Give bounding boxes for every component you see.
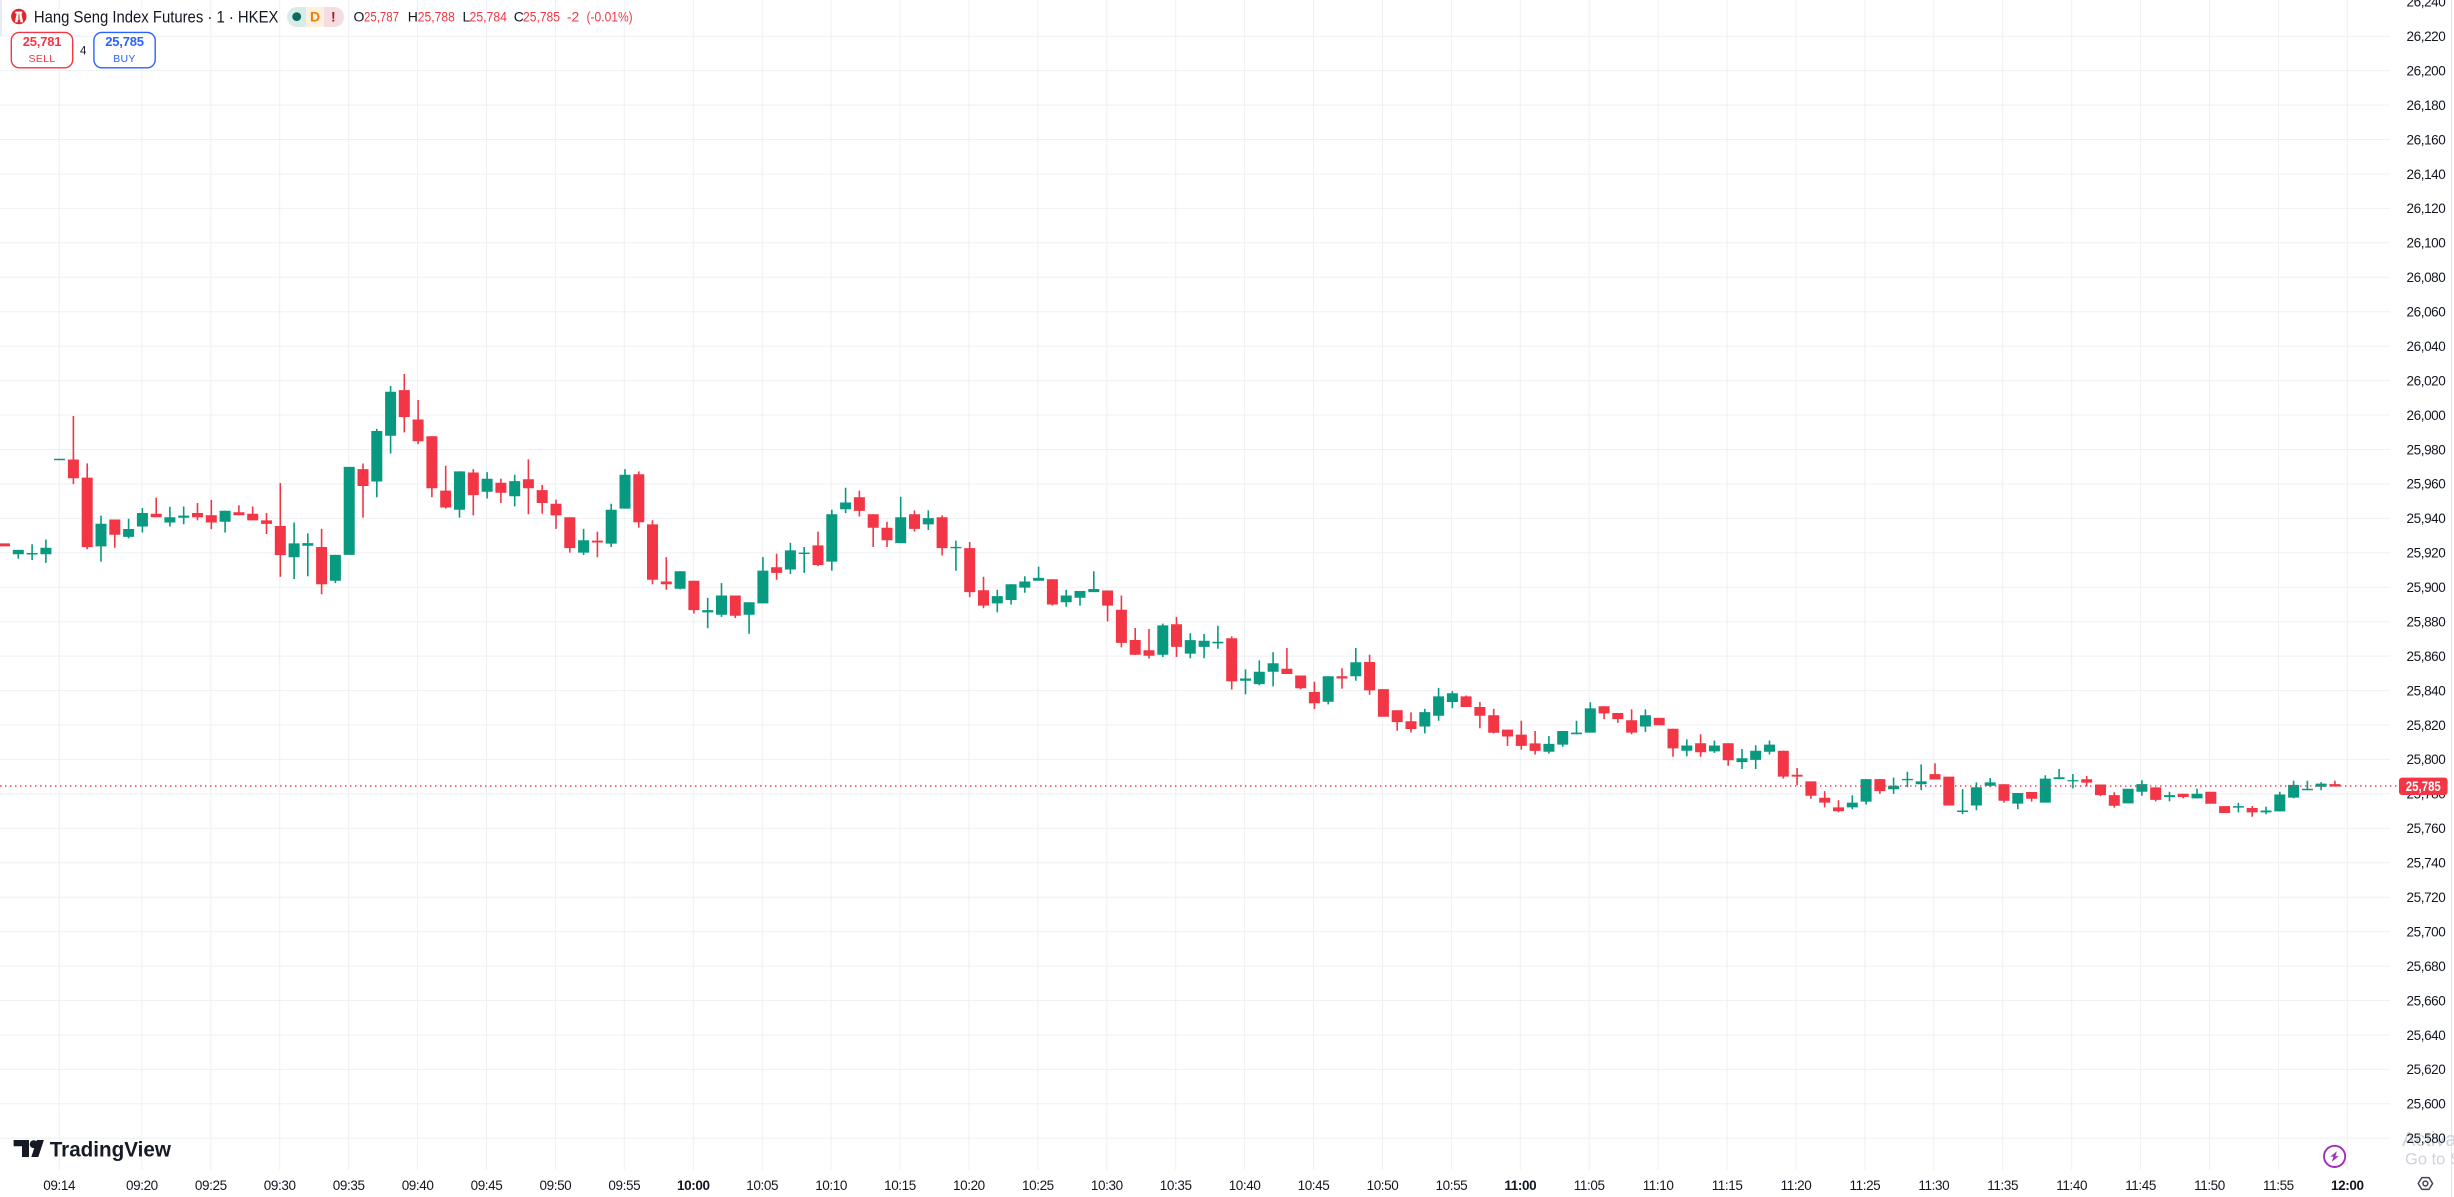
svg-text:L: L [463, 9, 471, 25]
svg-text:26,240: 26,240 [2407, 0, 2446, 10]
svg-text:25,600: 25,600 [2407, 1097, 2446, 1112]
svg-text:11:45: 11:45 [2125, 1178, 2156, 1193]
svg-text:25,820: 25,820 [2407, 718, 2446, 733]
svg-text:26,020: 26,020 [2407, 373, 2446, 388]
svg-text:26,120: 26,120 [2407, 201, 2446, 216]
svg-text:25,620: 25,620 [2407, 1062, 2446, 1077]
svg-text:10:45: 10:45 [1298, 1178, 1330, 1193]
svg-text:25,781: 25,781 [23, 34, 62, 49]
svg-text:11:50: 11:50 [2194, 1178, 2225, 1193]
svg-text:26,160: 26,160 [2407, 132, 2446, 147]
svg-text:26,220: 26,220 [2407, 29, 2446, 44]
svg-text:26,000: 26,000 [2407, 408, 2446, 423]
svg-text:26,200: 26,200 [2407, 63, 2446, 78]
svg-text:26,080: 26,080 [2407, 270, 2446, 285]
svg-text:(-0.01%): (-0.01%) [587, 9, 633, 25]
svg-text:25,785: 25,785 [2406, 779, 2441, 794]
svg-text:26,100: 26,100 [2407, 236, 2446, 251]
svg-text:09:20: 09:20 [126, 1178, 158, 1193]
svg-text:BUY: BUY [113, 53, 136, 65]
svg-text:25,900: 25,900 [2407, 580, 2446, 595]
svg-text:25,740: 25,740 [2407, 856, 2446, 871]
svg-text:10:50: 10:50 [1367, 1178, 1399, 1193]
svg-text:25,920: 25,920 [2407, 546, 2446, 561]
svg-text:25,840: 25,840 [2407, 683, 2446, 698]
svg-text:25,580: 25,580 [2407, 1131, 2446, 1146]
svg-text:09:50: 09:50 [540, 1178, 572, 1193]
svg-text:25,700: 25,700 [2407, 924, 2446, 939]
svg-text:25,680: 25,680 [2407, 959, 2446, 974]
svg-text:25,785: 25,785 [523, 9, 560, 25]
svg-text:D: D [310, 9, 320, 25]
svg-text:10:40: 10:40 [1229, 1178, 1261, 1193]
svg-text:25,760: 25,760 [2407, 821, 2446, 836]
svg-text:Hang Seng Index Futures · 1 ·: Hang Seng Index Futures · 1 · HKEX [34, 8, 279, 26]
svg-text:25,784: 25,784 [470, 9, 508, 25]
svg-text:09:40: 09:40 [402, 1178, 434, 1193]
svg-text:10:30: 10:30 [1091, 1178, 1123, 1193]
svg-text:11:35: 11:35 [1987, 1178, 2018, 1193]
svg-text:25,800: 25,800 [2407, 752, 2446, 767]
svg-text:!: ! [331, 9, 336, 25]
svg-text:25,660: 25,660 [2407, 993, 2446, 1008]
svg-text:09:35: 09:35 [333, 1178, 365, 1193]
svg-text:-2: -2 [567, 9, 580, 25]
svg-text:11:20: 11:20 [1781, 1178, 1812, 1193]
svg-text:SELL: SELL [29, 53, 56, 65]
svg-text:25,640: 25,640 [2407, 1028, 2446, 1043]
svg-text:26,040: 26,040 [2407, 339, 2446, 354]
svg-text:26,060: 26,060 [2407, 305, 2446, 320]
svg-text:11:55: 11:55 [2263, 1178, 2294, 1193]
svg-text:25,940: 25,940 [2407, 511, 2446, 526]
svg-text:O: O [354, 9, 365, 25]
svg-text:25,860: 25,860 [2407, 649, 2446, 664]
svg-text:26,140: 26,140 [2407, 167, 2446, 182]
svg-text:11:25: 11:25 [1850, 1178, 1881, 1193]
svg-text:10:35: 10:35 [1160, 1178, 1192, 1193]
svg-text:09:55: 09:55 [608, 1178, 640, 1193]
svg-text:4: 4 [80, 45, 87, 57]
svg-text:10:55: 10:55 [1436, 1178, 1468, 1193]
svg-text:TradingView: TradingView [50, 1137, 171, 1161]
svg-text:11:05: 11:05 [1574, 1178, 1605, 1193]
svg-text:Activa: Activa [2402, 1129, 2454, 1151]
svg-text:09:30: 09:30 [264, 1178, 296, 1193]
svg-text:25,960: 25,960 [2407, 477, 2446, 492]
svg-text:H: H [408, 9, 418, 25]
svg-text:11:00: 11:00 [1504, 1178, 1536, 1193]
svg-text:10:20: 10:20 [953, 1178, 985, 1193]
svg-text:Go to S: Go to S [2405, 1151, 2454, 1169]
svg-text:10:15: 10:15 [884, 1178, 916, 1193]
svg-text:10:05: 10:05 [746, 1178, 778, 1193]
svg-text:25,788: 25,788 [418, 9, 455, 25]
svg-text:11:30: 11:30 [1918, 1178, 1949, 1193]
svg-text:10:00: 10:00 [677, 1178, 710, 1193]
svg-text:25,980: 25,980 [2407, 442, 2446, 457]
svg-text:25,785: 25,785 [105, 34, 144, 49]
svg-text:09:25: 09:25 [195, 1178, 227, 1193]
svg-text:10:10: 10:10 [815, 1178, 847, 1193]
svg-text:11:15: 11:15 [1712, 1178, 1743, 1193]
svg-text:25,787: 25,787 [364, 9, 399, 25]
svg-text:09:14: 09:14 [43, 1178, 76, 1193]
svg-text:C: C [514, 9, 524, 25]
svg-text:11:10: 11:10 [1643, 1178, 1674, 1193]
svg-text:25,880: 25,880 [2407, 615, 2446, 630]
svg-text:10:25: 10:25 [1022, 1178, 1054, 1193]
svg-text:12:00: 12:00 [2331, 1178, 2364, 1193]
svg-text:11:40: 11:40 [2056, 1178, 2087, 1193]
svg-text:09:45: 09:45 [471, 1178, 503, 1193]
svg-text:25,720: 25,720 [2407, 890, 2446, 905]
svg-text:26,180: 26,180 [2407, 98, 2446, 113]
